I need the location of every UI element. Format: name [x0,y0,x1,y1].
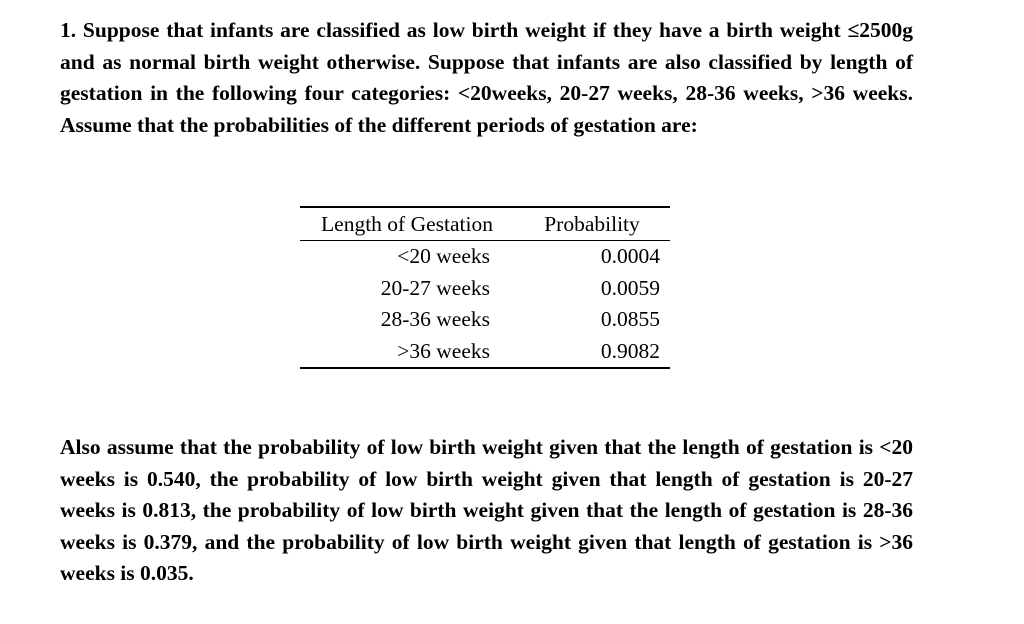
gestation-probability-table: Length of Gestation Probability <20 week… [300,206,670,369]
table-row: 20-27 weeks 0.0059 [300,273,670,305]
problem-intro-paragraph: 1. Suppose that infants are classified a… [60,18,913,137]
gestation-cell: 20-27 weeks [380,275,490,300]
probability-cell: 0.0004 [600,244,660,269]
probability-cell: 0.0855 [600,307,660,332]
header-length-of-gestation: Length of Gestation [321,211,493,236]
gestation-cell: >36 weeks [397,338,490,363]
conditional-probability-paragraph: Also assume that the probability of low … [60,435,913,585]
table-header-row: Length of Gestation Probability [300,207,670,241]
probability-cell: 0.9082 [600,338,660,363]
header-probability: Probability [544,211,640,236]
table-row: <20 weeks 0.0004 [300,241,670,273]
gestation-cell: 28-36 weeks [380,307,490,332]
table-row: >36 weeks 0.9082 [300,336,670,368]
gestation-cell: <20 weeks [397,244,490,269]
probability-cell: 0.0059 [600,275,660,300]
table-row: 28-36 weeks 0.0855 [300,304,670,336]
probability-table: Length of Gestation Probability <20 week… [300,206,670,369]
